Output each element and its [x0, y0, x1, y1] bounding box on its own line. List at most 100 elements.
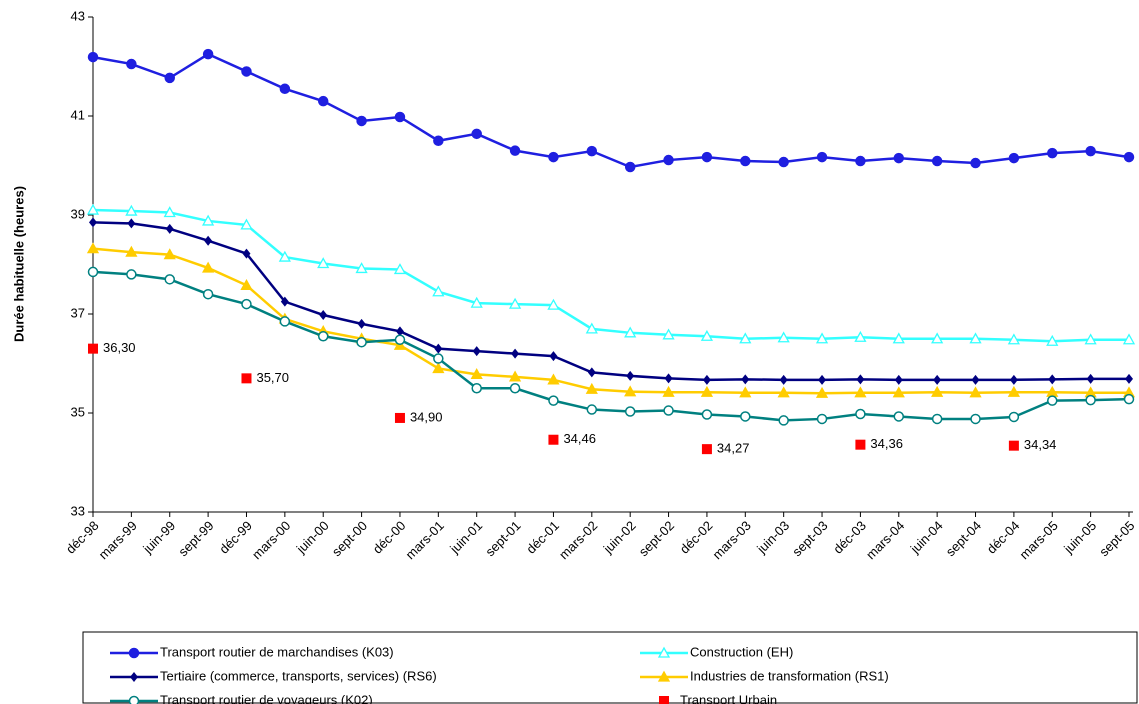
legend-label: Transport Urbain	[680, 692, 777, 704]
marker	[778, 156, 789, 168]
marker	[1047, 147, 1058, 159]
x-tick-label: juin-01	[446, 518, 485, 557]
marker	[1007, 333, 1020, 345]
data-label: 36,30	[103, 340, 136, 355]
marker	[702, 374, 711, 385]
marker	[892, 332, 905, 344]
y-axis-label: Durée habituelle (heures)	[11, 186, 26, 342]
marker	[1008, 411, 1020, 423]
marker	[472, 346, 481, 357]
y-tick-label: 33	[71, 503, 85, 518]
marker	[663, 405, 674, 416]
x-tick-label: sept-03	[789, 518, 830, 559]
marker	[815, 386, 829, 398]
marker	[241, 66, 252, 77]
x-tick-label: juin-04	[907, 518, 946, 557]
marker	[549, 351, 558, 362]
marker	[624, 326, 637, 338]
data-label: 34,34	[1024, 437, 1057, 452]
marker	[854, 330, 867, 342]
marker	[279, 83, 291, 95]
marker	[626, 370, 635, 381]
marker	[433, 135, 444, 146]
marker	[471, 128, 482, 140]
marker	[126, 58, 137, 70]
marker	[740, 411, 751, 422]
marker	[816, 151, 828, 163]
marker	[1048, 374, 1057, 385]
marker	[508, 297, 522, 309]
marker	[433, 353, 444, 364]
marker	[739, 332, 752, 344]
marker	[1047, 395, 1058, 406]
marker	[664, 373, 673, 384]
x-tick-label: mars-99	[96, 518, 140, 562]
marker	[356, 115, 367, 127]
x-tick-label: sept-02	[636, 518, 677, 559]
marker	[509, 383, 521, 394]
marker	[548, 395, 559, 406]
x-tick-label: mars-00	[249, 518, 293, 562]
marker	[163, 206, 176, 218]
marker	[931, 413, 943, 425]
marker	[700, 385, 714, 397]
x-tick-label: mars-05	[1016, 518, 1060, 562]
marker	[1046, 334, 1059, 346]
legend-marker	[657, 670, 671, 682]
series-line	[92, 221, 1129, 382]
marker	[356, 336, 367, 348]
y-tick-label: 35	[71, 404, 85, 419]
marker	[548, 434, 559, 445]
marker	[1086, 373, 1095, 384]
x-tick-label: juin-02	[600, 518, 639, 557]
marker	[931, 332, 944, 344]
x-tick-label: mars-04	[863, 518, 907, 562]
marker	[855, 155, 866, 167]
x-tick-label: sept-00	[329, 518, 370, 559]
x-tick-label: mars-02	[556, 518, 600, 562]
marker	[969, 386, 982, 398]
marker	[855, 439, 866, 450]
marker	[88, 343, 98, 354]
x-tick-label: sept-05	[1096, 518, 1137, 559]
marker	[739, 386, 752, 398]
marker	[815, 332, 829, 344]
legend-box	[82, 631, 1138, 704]
series-line	[92, 270, 1130, 422]
legend-marker	[130, 672, 138, 682]
marker	[931, 155, 943, 167]
marker	[855, 408, 866, 420]
marker	[89, 217, 97, 228]
marker	[1009, 374, 1018, 385]
marker	[87, 51, 99, 63]
marker	[470, 296, 483, 308]
marker	[434, 343, 443, 354]
marker	[585, 382, 598, 394]
marker	[856, 374, 865, 385]
marker	[778, 415, 789, 426]
marker	[355, 262, 368, 274]
marker	[127, 218, 136, 229]
marker	[1085, 394, 1096, 406]
marker	[777, 331, 790, 343]
marker	[893, 152, 905, 164]
x-tick-label: juin-99	[139, 518, 178, 557]
marker	[317, 95, 329, 107]
marker	[701, 409, 713, 420]
marker	[280, 296, 289, 307]
marker	[125, 245, 138, 257]
marker	[818, 374, 827, 385]
marker	[701, 444, 712, 455]
marker	[204, 235, 213, 246]
marker	[624, 385, 637, 397]
legend-label: Transport routier de marchandises (K03)	[160, 644, 394, 659]
marker	[126, 269, 137, 280]
y-tick-label: 39	[71, 206, 85, 221]
legend-marker	[128, 695, 140, 704]
series-line	[92, 52, 1130, 169]
marker	[319, 309, 328, 320]
marker	[1084, 333, 1097, 345]
marker	[741, 374, 750, 385]
x-tick-label: juin-03	[753, 518, 792, 557]
